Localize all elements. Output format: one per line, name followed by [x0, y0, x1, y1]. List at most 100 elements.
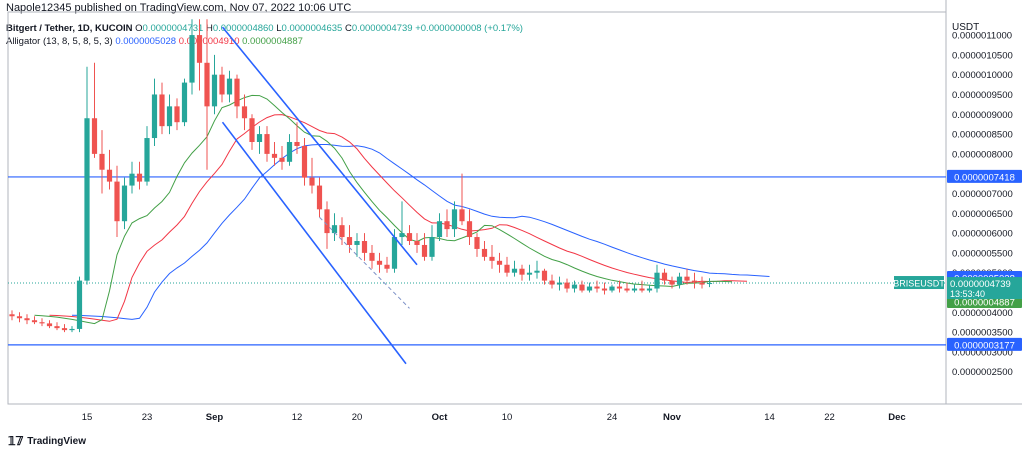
- candle-body: [624, 288, 630, 291]
- candle-body: [264, 134, 270, 154]
- brand-name: TradingView: [27, 435, 87, 447]
- candle-body: [511, 268, 518, 273]
- candle-body: [504, 264, 510, 273]
- ohlc-high: H0.0000004860: [205, 23, 274, 34]
- candle-body: [16, 316, 23, 319]
- date-tick-label: 14: [764, 412, 775, 423]
- price-tick-label: 0.0000007000: [952, 189, 1013, 200]
- date-tick-label: 23: [142, 412, 153, 423]
- candle-body: [31, 320, 38, 323]
- price-tick-label: 0.0000005500: [952, 248, 1013, 259]
- candle-body: [684, 276, 690, 281]
- price-tick-label: 0.0000004000: [952, 308, 1013, 319]
- candle-body: [271, 153, 278, 158]
- candle-body: [121, 185, 128, 222]
- candle-body: [579, 284, 585, 291]
- date-tick-label: 22: [824, 412, 835, 423]
- candle-body: [204, 62, 210, 107]
- candle-body: [84, 118, 90, 281]
- candle-body: [354, 241, 360, 245]
- candle-body: [114, 181, 120, 222]
- date-tick-label: 20: [352, 412, 363, 423]
- publisher-line: Napole12345 published on TradingView.com…: [6, 2, 352, 14]
- symbol-tag-bg: [894, 276, 944, 290]
- candle-body: [669, 280, 675, 285]
- candle-body: [691, 280, 698, 283]
- candle-body: [294, 142, 300, 146]
- candle-body: [279, 157, 285, 162]
- candle-body: [616, 286, 623, 289]
- candle-body: [414, 241, 420, 245]
- date-tick-label: Dec: [888, 412, 905, 423]
- candle-body: [331, 225, 338, 234]
- alligator-label[interactable]: Alligator (13, 8, 5, 8, 5, 3): [6, 36, 113, 47]
- trend-channel-midline: [319, 216, 410, 309]
- symbol-title[interactable]: Bitgert / Tether, 1D, KUCOIN: [6, 23, 133, 34]
- price-tick-label: 0.0000010000: [952, 70, 1013, 81]
- candle-body: [189, 35, 195, 83]
- candle-body: [571, 284, 578, 289]
- alligator-row: Alligator (13, 8, 5, 8, 5, 3) 0.00000050…: [6, 35, 523, 48]
- price-tag: 0.0000004887: [954, 298, 1015, 309]
- jaw-value: 0.0000005028: [115, 36, 177, 47]
- trend-channel-upper: [221, 26, 418, 266]
- candle-body: [324, 209, 330, 234]
- candle-body: [211, 74, 218, 107]
- price-tag: 0.0000003177: [954, 340, 1015, 351]
- candle-body: [286, 142, 293, 162]
- candle-body: [429, 237, 435, 257]
- candle-body: [376, 260, 383, 265]
- candle-body: [76, 280, 83, 329]
- price-tick-label: 0.0000003000: [952, 347, 1013, 358]
- candle-body: [451, 209, 458, 230]
- price-tick-label: 0.0000009000: [952, 110, 1013, 121]
- price-tick-label: 0.0000009500: [952, 90, 1013, 101]
- tradingview-logo-icon: 𝟙𝟟: [8, 434, 24, 448]
- current-price-tag-value: 0.0000004739: [950, 279, 1011, 290]
- price-tick-label: 0.0000010500: [952, 50, 1013, 61]
- candle-body: [481, 248, 488, 257]
- candle-body: [226, 78, 233, 95]
- candle-body: [174, 106, 180, 123]
- price-tick-label: 0.0000008500: [952, 130, 1013, 141]
- candle-body: [346, 237, 353, 245]
- candle-body: [406, 233, 413, 242]
- candle-body: [166, 106, 173, 127]
- candle-body: [196, 35, 203, 63]
- candle-body: [594, 286, 600, 289]
- date-tick-label: Nov: [663, 412, 682, 423]
- candle-body: [24, 318, 30, 321]
- date-tick-label: 10: [502, 412, 513, 423]
- teeth-value: 0.0000004910: [178, 36, 240, 47]
- candle-body: [241, 106, 248, 119]
- candle-body: [496, 260, 503, 265]
- candle-body: [444, 221, 450, 230]
- candle-body: [234, 78, 240, 107]
- candle-body: [601, 288, 608, 291]
- candle-body: [474, 237, 480, 249]
- candle-body: [129, 173, 135, 186]
- tradingview-logo[interactable]: 𝟙𝟟 TradingView: [8, 434, 86, 448]
- alligator-lips-line: [34, 94, 733, 325]
- legend: Bitgert / Tether, 1D, KUCOIN O0.00000047…: [6, 22, 523, 48]
- candle-body: [399, 233, 405, 238]
- candle-body: [69, 328, 75, 331]
- candle-body: [489, 256, 495, 261]
- candle-body: [661, 272, 668, 281]
- candle-body: [519, 268, 525, 275]
- current-price-countdown: 13:53:40: [950, 289, 985, 299]
- alligator-teeth-line: [49, 114, 748, 322]
- candle-body: [639, 288, 645, 291]
- candle-body: [541, 270, 548, 281]
- candle-body: [181, 82, 188, 123]
- ohlc-low: L0.0000004635: [276, 23, 343, 34]
- candle-body: [39, 322, 45, 324]
- candle-body: [556, 282, 563, 285]
- candle-body: [706, 283, 713, 285]
- change-value: +0.0000000008 (+0.17%): [415, 23, 523, 34]
- price-tick-label: 0.0000011000: [952, 31, 1012, 42]
- candle-body: [609, 286, 615, 291]
- price-tag-bg: [947, 169, 1022, 183]
- candle-body: [459, 209, 465, 222]
